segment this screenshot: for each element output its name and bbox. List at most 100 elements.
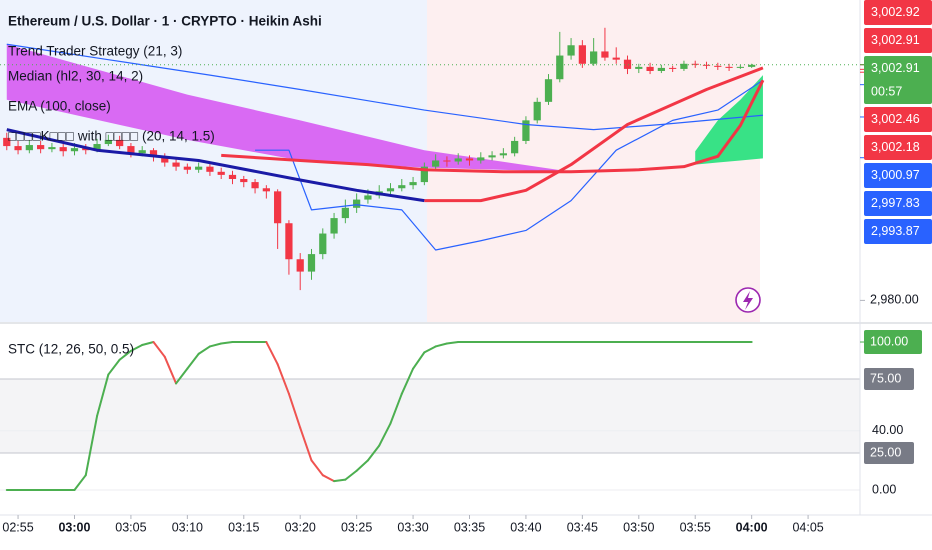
stc-segment <box>73 474 87 491</box>
candle-body <box>161 156 169 163</box>
stc-segment <box>366 444 381 462</box>
x-tick-label: 03:55 <box>680 520 711 534</box>
price-label: 3,002.18 <box>871 140 920 154</box>
level-label-box <box>864 368 914 391</box>
candle-body <box>59 147 67 152</box>
indicator-line <box>255 79 764 251</box>
x-tick-label: 04:00 <box>736 520 768 534</box>
stc-segment <box>333 478 347 483</box>
legend-entry: □□□□K□□□ with □□□□ (20, 14, 1.5) <box>8 129 215 144</box>
price-label-box <box>864 219 932 244</box>
price-label: 3,002.91 <box>871 61 920 75</box>
candle-body <box>116 139 124 147</box>
candle-body <box>454 158 462 162</box>
indicator-line <box>221 79 765 174</box>
candle-body <box>669 67 677 69</box>
stc-segment <box>321 474 336 483</box>
stc-segment <box>118 349 132 361</box>
legend-entry: Trend Trader Strategy (21, 3) <box>8 44 182 59</box>
price-label-box <box>864 56 932 104</box>
last-value-box <box>864 330 922 355</box>
price-label-box <box>864 163 932 188</box>
candle-body <box>364 195 372 200</box>
candle-body <box>657 67 665 71</box>
candle-body <box>646 66 654 71</box>
candle-body <box>104 139 112 145</box>
candle-body <box>25 145 33 151</box>
indicator-line <box>6 43 763 131</box>
candle-body <box>465 158 474 161</box>
x-tick-label: 03:25 <box>341 520 372 534</box>
candle-body <box>623 59 632 69</box>
candle-body <box>149 150 158 157</box>
stc-segment <box>107 358 121 376</box>
stc-segment <box>445 341 460 345</box>
stc-segment <box>141 341 155 346</box>
candle-body <box>477 157 485 161</box>
stc-segment <box>175 367 189 385</box>
stc-segment <box>299 426 313 462</box>
candle-body <box>680 63 688 69</box>
candle-body <box>296 259 304 272</box>
x-tick-label: 02:55 <box>2 520 33 534</box>
countdown: 00:57 <box>871 84 902 98</box>
symbol-title: Ethereum / U.S. Dollar · 1 · CRYPTO · He… <box>8 14 322 29</box>
price-label-box <box>864 107 932 132</box>
indicator-area <box>695 75 763 165</box>
icon-bolt[interactable] <box>743 291 753 310</box>
candle-body <box>195 166 203 170</box>
candle-body <box>183 166 191 170</box>
candle-body <box>511 140 519 154</box>
candle-body <box>82 148 90 151</box>
x-tick-label: 03:20 <box>285 520 316 534</box>
candle-body <box>635 66 643 69</box>
stc-segment <box>129 343 144 352</box>
stc-segment <box>423 345 437 354</box>
level-label-box <box>864 441 914 464</box>
candle-body <box>499 153 507 156</box>
candle-body <box>567 45 575 56</box>
price-label-box <box>864 28 932 53</box>
price-label: 2,997.83 <box>871 196 920 210</box>
indicator-line <box>424 66 764 203</box>
candle-body <box>70 148 79 152</box>
stc-segment <box>412 351 426 370</box>
candle-body <box>217 171 225 175</box>
lightning-icon[interactable] <box>735 287 761 313</box>
x-tick-label: 03:35 <box>454 520 485 534</box>
candle-body <box>3 137 11 147</box>
x-tick-label: 03:45 <box>567 520 598 534</box>
candle-body <box>93 144 101 151</box>
stc-segment <box>96 373 110 418</box>
stc-segment <box>208 342 223 348</box>
stc-segment <box>186 352 200 370</box>
candle-body <box>522 120 530 141</box>
candle-body <box>691 63 699 65</box>
candle-body <box>228 174 237 180</box>
price-label: 3,002.91 <box>871 33 920 47</box>
candle-body <box>533 101 541 121</box>
price-label-box <box>864 135 932 160</box>
candle-body <box>590 51 598 64</box>
candle-body <box>748 64 756 67</box>
price-label-box <box>864 191 932 216</box>
indicator-line <box>6 128 425 203</box>
price-label-box <box>864 0 932 25</box>
candle-body <box>702 64 711 66</box>
candle-body <box>386 188 395 192</box>
price-label: 3,002.46 <box>871 112 920 126</box>
x-tick-label: 03:05 <box>115 520 146 534</box>
stc-segment <box>389 392 403 425</box>
x-tick-label: 03:15 <box>228 520 259 534</box>
candle-body <box>432 160 440 167</box>
candle-body <box>612 57 620 60</box>
candle-body <box>544 79 553 102</box>
stc-segment <box>434 342 448 348</box>
level-label: 75.00 <box>870 371 901 385</box>
candle-body <box>138 150 146 154</box>
x-tick-label: 03:50 <box>623 520 654 534</box>
stc-segment <box>220 341 234 345</box>
candle-body <box>736 66 744 68</box>
candle-body <box>307 254 316 272</box>
